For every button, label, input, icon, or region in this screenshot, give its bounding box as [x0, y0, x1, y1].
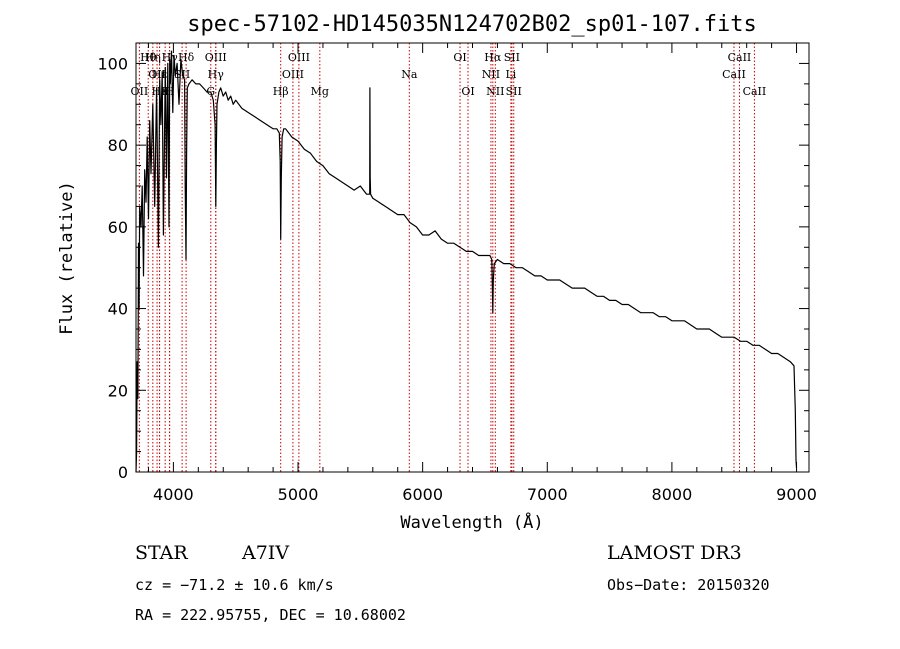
- line-label-1: Hθ: [140, 51, 157, 64]
- line-label-16: OIII: [288, 51, 310, 64]
- y-tick-label-3: 60: [108, 218, 128, 237]
- observation-date: Obs−Date: 20150320: [607, 576, 770, 594]
- line-label-21: NII: [482, 68, 500, 81]
- x-tick-label-5: 9000: [776, 485, 817, 504]
- line-label-23: NII: [486, 85, 504, 98]
- x-tick-label-1: 5000: [278, 485, 319, 504]
- line-label-2: Hη: [145, 51, 161, 64]
- x-tick-label-4: 8000: [652, 485, 693, 504]
- y-tick-label-1: 20: [108, 381, 128, 400]
- line-label-17: Mg: [311, 85, 329, 98]
- line-label-27: CaII: [722, 68, 746, 81]
- y-tick-label-5: 100: [97, 54, 128, 73]
- line-label-0: OII: [131, 85, 149, 98]
- flux-series: [135, 50, 798, 473]
- line-label-22: Hα: [484, 51, 502, 64]
- survey-name: LAMOST DR3: [607, 542, 742, 564]
- x-axis-title: Wavelength (Å): [400, 511, 543, 533]
- y-axis: 0 20 40 60 80 100: [97, 54, 809, 482]
- x-axis: 4000 5000 6000 7000 8000 9000: [147, 43, 817, 504]
- line-label-13: Hγ: [208, 68, 225, 81]
- x-tick-label-2: 6000: [402, 485, 443, 504]
- y-axis-title: Flux (relative): [57, 181, 77, 335]
- line-label-18: Na: [401, 68, 418, 81]
- line-label-4: Hε: [152, 68, 168, 81]
- line-label-14: Hβ: [273, 85, 289, 98]
- line-label-19: OI: [453, 51, 466, 64]
- y-tick-label-4: 80: [108, 136, 128, 155]
- line-label-24: Li: [505, 68, 516, 81]
- line-label-26: SII: [506, 85, 522, 98]
- spectral-class: A7IV: [241, 542, 289, 564]
- chart-title: spec-57102-HD145035N124702B02_sp01-107.f…: [187, 12, 757, 37]
- line-label-10: Hδ: [178, 51, 195, 64]
- line-label-12: OIII: [205, 51, 227, 64]
- redshift-velocity: cz = −71.2 ± 10.6 km/s: [135, 576, 334, 594]
- y-tick-label-0: 0: [118, 463, 128, 482]
- line-label-15: OIII: [282, 68, 304, 81]
- line-label-25: SII: [504, 51, 520, 64]
- object-type: STAR: [135, 542, 188, 564]
- plot-frame: [135, 42, 810, 473]
- line-label-29: CaII: [743, 85, 767, 98]
- y-tick-label-2: 40: [108, 300, 128, 319]
- flux-line: [135, 50, 798, 473]
- x-tick-label-3: 7000: [527, 485, 568, 504]
- x-tick-label-0: 4000: [153, 485, 194, 504]
- spectral-line-markers: [138, 43, 755, 472]
- spectral-line-labels: OIIHθHηOIIHεHeHγKHSIIHδGOIIIHγHβOIIIOIII…: [131, 51, 767, 98]
- line-label-20: OI: [461, 85, 474, 98]
- coordinates: RA = 222.95755, DEC = 10.68002: [135, 606, 406, 624]
- line-label-28: CaII: [728, 51, 752, 64]
